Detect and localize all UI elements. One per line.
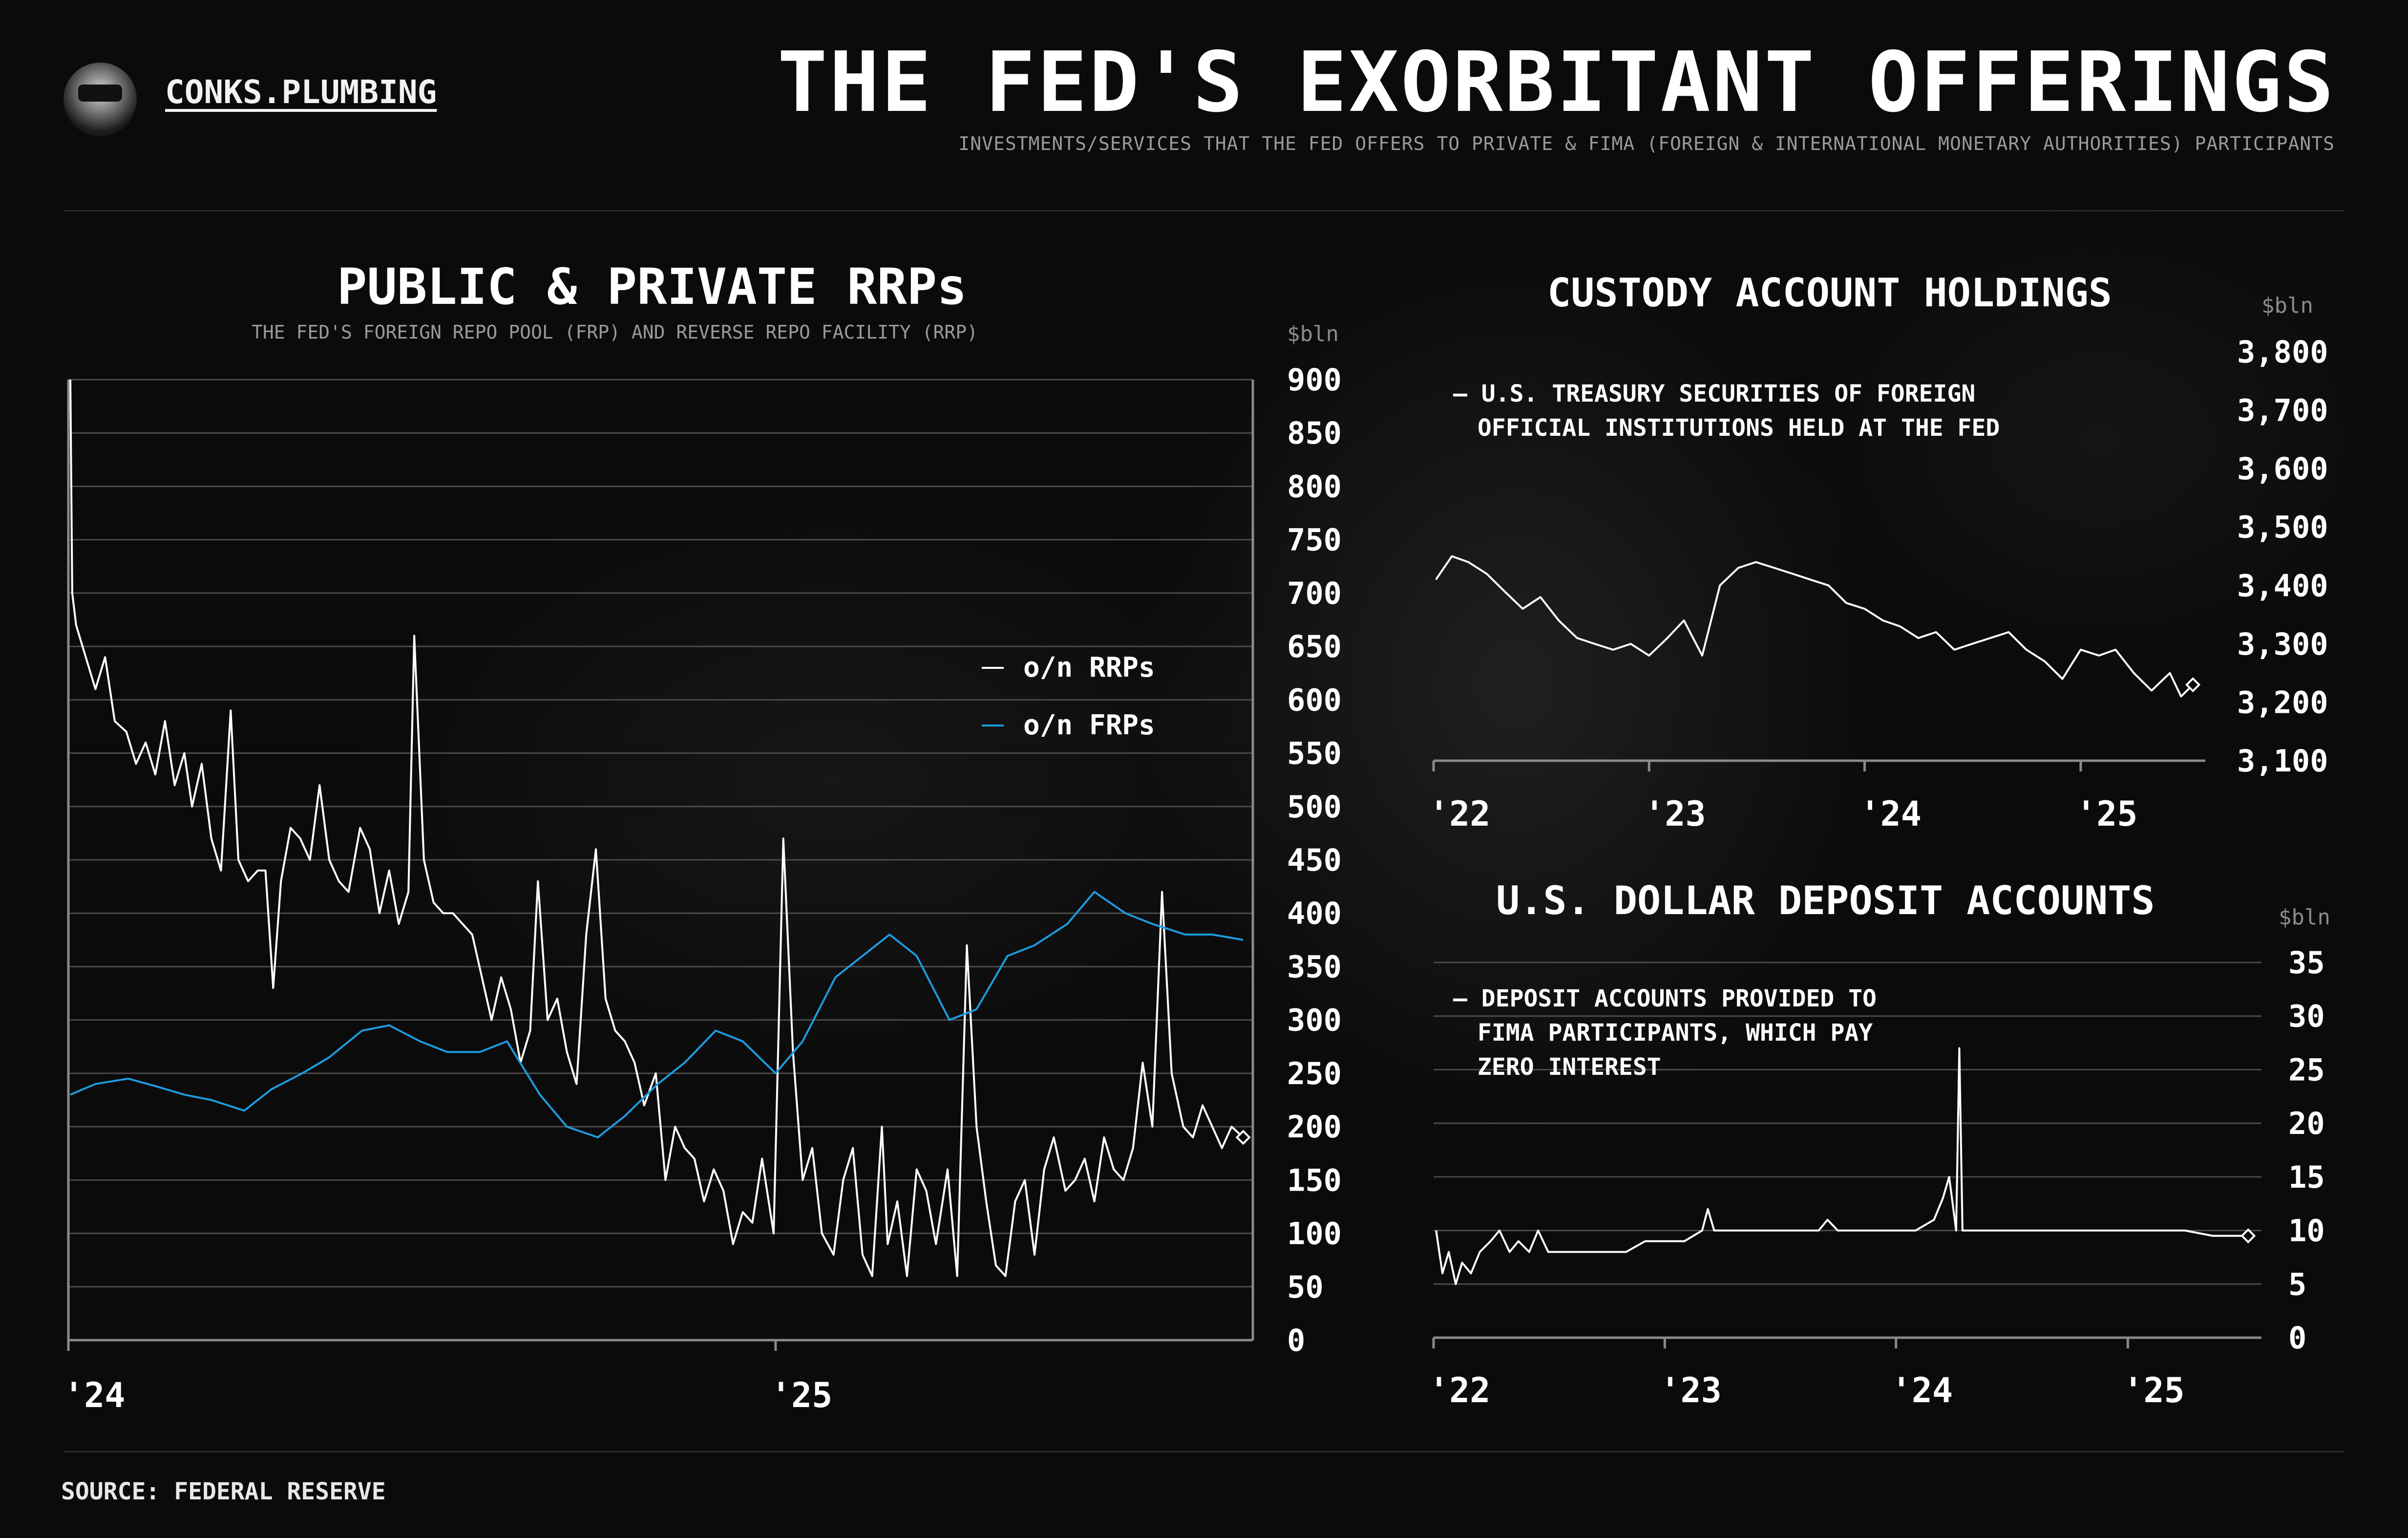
deposits-series-0-line (1435, 1047, 2248, 1285)
custody-series-0-line (1435, 555, 2194, 698)
deposits-annotation-line: FIMA PARTICIPANTS, WHICH PAY (1478, 1019, 1873, 1047)
rrp-y-tick-label: 150 (1287, 1162, 1342, 1198)
rrp-y-tick-label: 900 (1287, 362, 1342, 398)
deposits-end-marker (2240, 1228, 2256, 1244)
rrp-unit-label: $bln (1287, 321, 1339, 346)
deposits-y-tick-label: 25 (2288, 1052, 2325, 1088)
deposits-chart-title: U.S. DOLLAR DEPOSIT ACCOUNTS (1496, 878, 2155, 923)
deposits-annotation-line: ZERO INTEREST (1478, 1053, 1661, 1081)
rrp-end-marker (1235, 1130, 1251, 1145)
rrp-chart-subtitle: THE FED'S FOREIGN REPO POOL (FRP) AND RE… (252, 321, 978, 343)
source-note: SOURCE: FEDERAL RESERVE (61, 1478, 386, 1505)
rrp-y-tick-label: 800 (1287, 469, 1342, 504)
custody-annotation-line: OFFICIAL INSTITUTIONS HELD AT THE FED (1478, 414, 2000, 442)
rrp-y-tick-label: 550 (1287, 736, 1342, 771)
custody-y-tick-label: 3,500 (2237, 510, 2328, 545)
custody-x-tick-label: '22 (1429, 794, 1490, 834)
rrp-y-tick-label: 300 (1287, 1003, 1342, 1038)
rrp-y-tick-label: 100 (1287, 1216, 1342, 1252)
brand-link[interactable]: CONKS.PLUMBING (165, 73, 437, 111)
rrp-y-tick-label: 600 (1287, 682, 1342, 718)
rrp-y-tick-label: 200 (1287, 1109, 1342, 1145)
custody-end-marker (2185, 677, 2201, 693)
brand-avatar[interactable] (63, 63, 137, 136)
custody-y-tick-label: 3,600 (2237, 451, 2328, 487)
page-subtitle: INVESTMENTS/SERVICES THAT THE FED OFFERS… (958, 133, 2335, 154)
footer-divider (63, 1451, 2345, 1453)
deposits-y-tick-label: 5 (2288, 1266, 2306, 1302)
custody-annotation-line: — U.S. TREASURY SECURITIES OF FOREIGN (1453, 380, 1975, 407)
deposits-x-tick-label: '25 (2123, 1370, 2184, 1410)
custody-y-tick-label: 3,100 (2237, 743, 2328, 779)
rrp-y-tick-label: 700 (1287, 576, 1342, 611)
header-divider (63, 210, 2345, 212)
custody-x-tick-label: '23 (1644, 794, 1706, 834)
custody-chart-title: CUSTODY ACCOUNT HOLDINGS (1547, 270, 2112, 316)
rrp-series-0-line (69, 379, 1244, 1277)
rrp-y-tick-label: 750 (1287, 522, 1342, 558)
rrp-y-tick-label: 0 (1287, 1323, 1305, 1358)
deposits-annotation-line: — DEPOSIT ACCOUNTS PROVIDED TO (1453, 985, 1877, 1012)
deposits-x-tick-label: '24 (1891, 1370, 1953, 1410)
rrp-y-tick-label: 850 (1287, 415, 1342, 451)
deposits-y-tick-label: 30 (2288, 999, 2325, 1034)
custody-y-tick-label: 3,800 (2237, 334, 2328, 370)
deposits-y-tick-label: 10 (2288, 1213, 2325, 1249)
deposits-x-tick-label: '23 (1660, 1370, 1721, 1410)
legend-label-0: o/n RRPs (1023, 652, 1155, 684)
rrp-y-tick-label: 250 (1287, 1056, 1342, 1091)
custody-unit-label: $bln (2261, 293, 2313, 318)
legend-label-1: o/n FRPs (1023, 709, 1155, 741)
custody-y-tick-label: 3,200 (2237, 684, 2328, 720)
rrp-series-1-line (70, 891, 1244, 1138)
custody-y-tick-label: 3,700 (2237, 393, 2328, 428)
rrp-y-tick-label: 450 (1287, 842, 1342, 878)
deposits-y-tick-label: 20 (2288, 1106, 2325, 1141)
custody-x-tick-label: '25 (2076, 794, 2137, 834)
custody-y-tick-label: 3,400 (2237, 568, 2328, 603)
deposits-y-tick-label: 15 (2288, 1159, 2325, 1195)
deposits-y-tick-label: 35 (2288, 945, 2325, 981)
deposits-y-tick-label: 0 (2288, 1320, 2306, 1356)
rrp-y-tick-label: 500 (1287, 789, 1342, 825)
deposits-x-tick-label: '22 (1429, 1370, 1490, 1410)
deposits-unit-label: $bln (2279, 905, 2330, 930)
rrp-chart-title: PUBLIC & PRIVATE RRPs (337, 258, 967, 316)
rrp-x-tick-label: '25 (771, 1375, 832, 1415)
page-title: THE FED'S EXORBITANT OFFERINGS (777, 34, 2336, 131)
rrp-y-tick-label: 350 (1287, 949, 1342, 984)
custody-x-tick-label: '24 (1859, 794, 1921, 834)
rrp-y-tick-label: 400 (1287, 896, 1342, 931)
rrp-y-tick-label: 650 (1287, 629, 1342, 664)
custody-y-tick-label: 3,300 (2237, 626, 2328, 662)
rrp-y-tick-label: 50 (1287, 1269, 1324, 1305)
rrp-x-tick-label: '24 (63, 1375, 125, 1415)
